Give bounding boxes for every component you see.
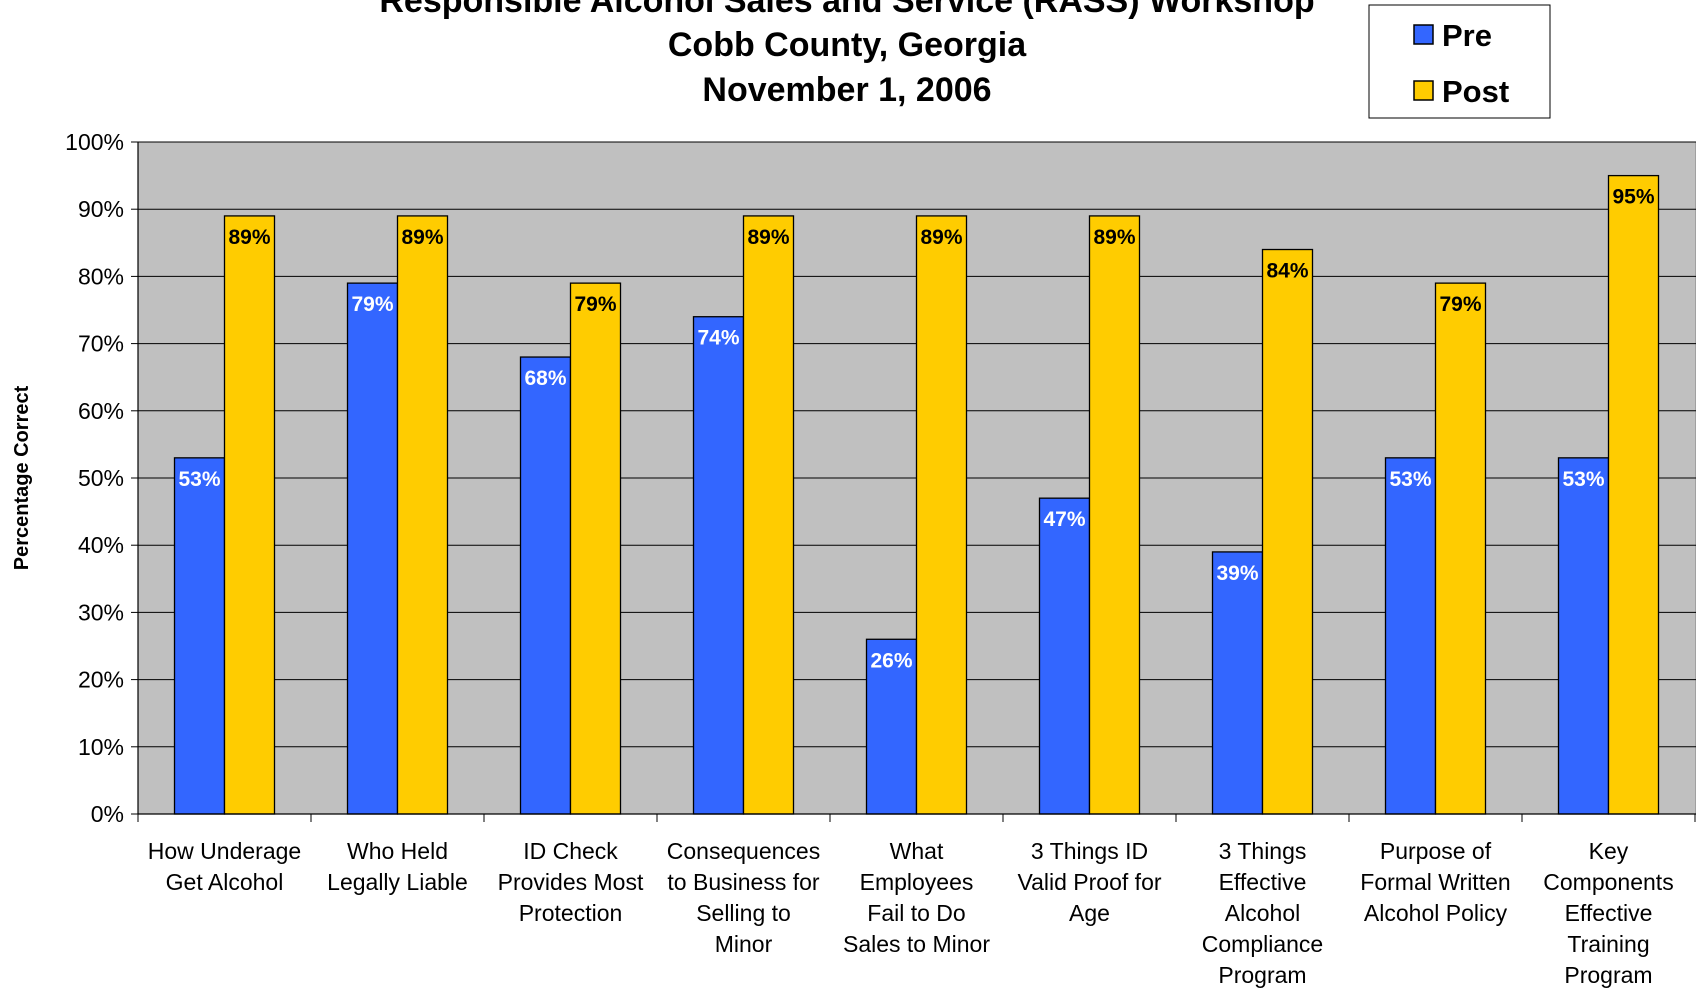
data-label-post: 89% [228, 226, 270, 249]
y-tick-label: 20% [78, 667, 124, 693]
bar-pre [173, 457, 226, 815]
x-category-label: 3 Things ID Valid Proof for Age [1017, 838, 1161, 926]
data-label-pre: 53% [1389, 468, 1431, 491]
chart-title-line: November 1, 2006 [702, 71, 991, 109]
y-tick-label: 60% [78, 398, 124, 424]
chart-title-line: Cobb County, Georgia [668, 26, 1027, 64]
data-label-pre: 68% [524, 367, 566, 390]
data-label-post: 79% [1439, 293, 1481, 316]
legend-swatch-pre [1413, 24, 1434, 45]
y-tick-label: 30% [78, 599, 124, 625]
data-label-pre: 26% [870, 649, 912, 672]
data-label-post: 89% [747, 226, 789, 249]
data-label-pre: 39% [1216, 562, 1258, 585]
bar-post [1434, 282, 1487, 815]
y-tick-label: 90% [78, 196, 124, 222]
chart-title-line: Responsible Alcohol Sales and Service (R… [379, 0, 1314, 20]
data-label-pre: 79% [351, 293, 393, 316]
data-label-post: 79% [574, 293, 616, 316]
y-tick-label: 0% [91, 801, 124, 827]
x-category-label: Purpose of Formal Written Alcohol Policy [1360, 838, 1510, 926]
x-category-label: ID Check Provides Most Protection [498, 838, 644, 926]
chart-title: Responsible Alcohol Sales and Service (R… [379, 0, 1314, 109]
data-label-pre: 53% [178, 468, 220, 491]
data-label-post: 95% [1612, 186, 1654, 209]
bars [173, 174, 1660, 815]
y-tick-label: 10% [78, 734, 124, 760]
bar-post [1088, 215, 1141, 815]
bar-post [1607, 174, 1660, 815]
data-label-post: 89% [920, 226, 962, 249]
bar-pre [1211, 551, 1264, 815]
bar-pre [692, 316, 745, 815]
x-category-label: Key Components Effective Training Program [1543, 838, 1673, 988]
bar-post [742, 215, 795, 815]
y-tick-label: 100% [65, 129, 124, 155]
x-category-label: Consequences to Business for Selling to Min… [667, 838, 820, 957]
legend-box [1368, 4, 1551, 119]
x-axis: How Underage Get Alcohol Who Held Legally L… [137, 813, 1696, 988]
y-tick-label: 50% [78, 465, 124, 491]
bar-post [1261, 248, 1314, 815]
y-tick-label: 80% [78, 263, 124, 289]
bar-pre [1038, 497, 1091, 815]
bar-post [569, 282, 622, 815]
x-category-label: What Employees Fail to Do Sales to Minor [843, 838, 990, 957]
legend-label-pre: Pre [1442, 18, 1492, 53]
data-label-pre: 53% [1562, 468, 1604, 491]
data-label-post: 89% [401, 226, 443, 249]
data-label-pre: 47% [1043, 508, 1085, 531]
bar-pre [865, 638, 918, 815]
data-label-pre: 74% [697, 327, 739, 350]
x-category-label: How Underage Get Alcohol [148, 838, 301, 895]
bar-pre [1557, 457, 1610, 815]
y-tick-label: 40% [78, 532, 124, 558]
x-category-label: Who Held Legally Liable [327, 838, 468, 895]
y-axis-label: Percentage Correct [11, 385, 33, 570]
bar-post [915, 215, 968, 815]
data-labels: 53% 89% 79% 89% 68% 79% 74% 89% 26% 89% 47% 89% 39% 8… [178, 186, 1654, 673]
y-axis: 0% 10% 20% 30% 40% 50% 60% 70% 80% 90% 100% [65, 129, 139, 827]
x-category-label: 3 Things Effective Alcohol Compliance Progra… [1202, 838, 1323, 988]
y-tick-label: 70% [78, 331, 124, 357]
legend-swatch-post [1413, 80, 1434, 101]
data-label-post: 89% [1093, 226, 1135, 249]
legend: Pre Post [1368, 4, 1551, 119]
bar-post [223, 215, 276, 815]
bar-pre [1384, 457, 1437, 815]
bar-pre [519, 356, 572, 815]
bar-pre [346, 282, 399, 815]
bar-post [396, 215, 449, 815]
legend-label-post: Post [1442, 74, 1509, 109]
data-label-post: 84% [1266, 260, 1308, 283]
